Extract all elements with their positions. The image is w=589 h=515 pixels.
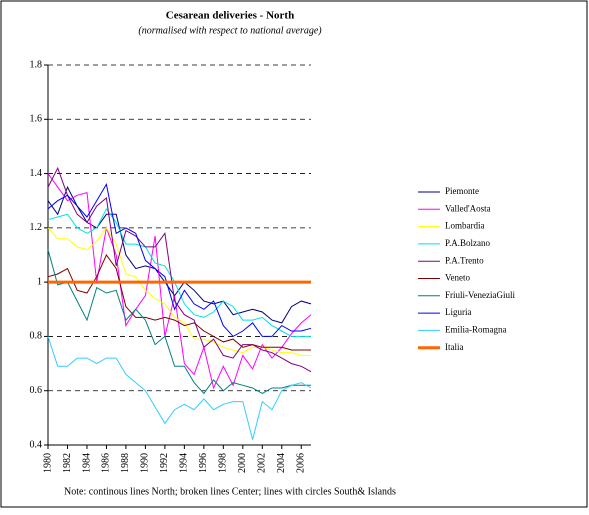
y-tick-label: 1: [37, 276, 42, 287]
series-line: [47, 336, 312, 440]
x-tick-label: 1992: [159, 453, 170, 473]
note: Note: continous lines North; broken line…: [64, 486, 396, 497]
y-tick-label: 1.4: [30, 168, 43, 179]
legend-label: P.A.Bolzano: [445, 238, 491, 248]
series-line: [47, 166, 312, 373]
legend-label: Liguria: [445, 307, 472, 317]
x-tick-label: 2002: [257, 453, 268, 473]
chart-title: Cesarean deliveries - North: [166, 10, 294, 22]
x-tick-label: 1994: [179, 453, 190, 473]
x-tick-label: 1996: [198, 453, 209, 473]
y-tick-label: 1.2: [30, 222, 43, 233]
y-tick-label: 0.6: [30, 385, 43, 396]
series-line: [47, 249, 311, 395]
x-tick-label: 1986: [101, 453, 112, 473]
legend-label: Italia: [445, 342, 464, 352]
series-line: [47, 185, 312, 324]
legend-label: Emilia-Romagna: [445, 324, 506, 334]
legend-label: P.A.Trento: [445, 255, 484, 265]
y-tick-label: 0.8: [30, 331, 43, 342]
legend-label: Veneto: [445, 273, 470, 283]
y-tick-label: 1.8: [30, 59, 43, 70]
x-tick-label: 1980: [42, 453, 53, 473]
legend-label: Piemonte: [445, 186, 479, 196]
x-tick-label: 1998: [218, 453, 229, 473]
legend-label: Lombardia: [445, 221, 485, 231]
series-line: [47, 254, 311, 351]
series-line: [47, 207, 311, 337]
series-line: [47, 226, 311, 356]
x-tick-label: 1990: [140, 453, 151, 473]
x-tick-label: 2000: [237, 453, 248, 473]
y-tick-label: 0.4: [30, 439, 43, 450]
legend-label: Valled'Aosta: [445, 203, 491, 213]
x-tick-label: 1984: [81, 453, 92, 473]
series-line: [47, 183, 312, 338]
y-tick-label: 1.6: [30, 114, 43, 125]
x-tick-label: 2004: [276, 453, 287, 473]
legend-label: Friuli-VeneziaGiuli: [445, 290, 515, 300]
x-tick-label: 1988: [120, 453, 131, 473]
chart-subtitle: (normalised with respect to national ave…: [138, 25, 322, 36]
x-tick-label: 2006: [296, 453, 307, 473]
x-tick-label: 1982: [62, 453, 73, 473]
